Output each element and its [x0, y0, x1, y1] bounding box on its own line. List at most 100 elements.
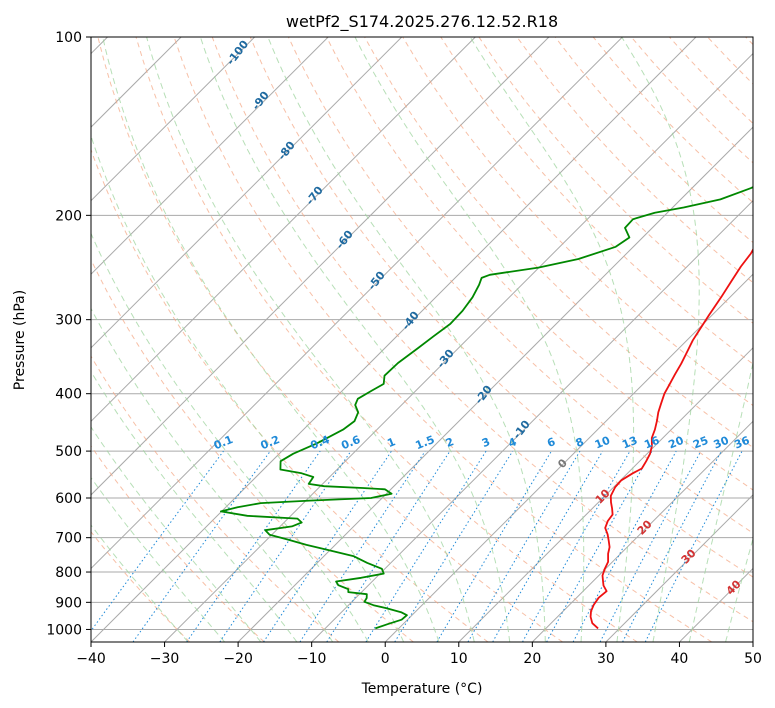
- mixing-ratio-label: 0.4: [309, 433, 332, 452]
- isotherm-line: [91, 37, 476, 423]
- moist-adiabat-line: [102, 37, 440, 642]
- plot-frame: [90, 36, 754, 643]
- x-axis: −40 −30 −20 −10 0 10 20 30 40 50: [76, 642, 762, 667]
- moist-adiabat-line: [91, 476, 225, 642]
- dry-adiabat-line: [97, 37, 563, 642]
- isotherm-line: [458, 347, 753, 642]
- dry-adiabat-label: -100: [224, 38, 251, 68]
- mixing-ratio-labels: 0.1 0.2 0.4 0.6 1 1.5 2 3 4 6 8 10 13 16 20 25 30 36: [212, 433, 752, 452]
- mixing-ratio-line: [186, 450, 321, 642]
- mixing-ratio-label: 20: [667, 434, 686, 452]
- isotherm-line: [164, 52, 753, 642]
- skewed-isotherms: [91, 37, 753, 642]
- moist-adiabat-line: [762, 37, 775, 642]
- x-tick-label: 40: [671, 651, 689, 667]
- x-tick-label: 50: [744, 651, 762, 667]
- mixing-ratio-label: 0.1: [212, 433, 235, 452]
- moist-adiabat-label: 0: [555, 456, 570, 471]
- moist-adiabat-line: [91, 232, 369, 642]
- isotherm-line: [605, 494, 753, 642]
- mixing-ratio-line: [299, 450, 426, 642]
- y-tick-label: 800: [55, 565, 82, 581]
- mixing-ratio-label: 8: [574, 435, 586, 450]
- dry-adiabat-line: [211, 37, 753, 623]
- moist-adiabat-label: 20: [635, 517, 655, 537]
- x-tick-label: −30: [150, 651, 180, 667]
- mixing-ratio-label: 25: [691, 434, 710, 452]
- moist-adiabats: [91, 37, 775, 642]
- chart-title: wetPf2_S174.2025.276.12.52.R18: [286, 12, 558, 32]
- dry-adiabat-line: [91, 355, 340, 642]
- moist-adiabat-label: 10: [593, 486, 613, 506]
- mixing-ratio-line: [522, 450, 631, 642]
- mixing-ratio-line: [263, 450, 392, 642]
- dry-adiabat-label: -80: [275, 139, 298, 163]
- moist-adiabat-line: [621, 37, 700, 642]
- mixing-ratio-line: [599, 450, 702, 642]
- mixing-ratio-label: 13: [620, 434, 639, 452]
- mixing-ratio-line: [572, 450, 677, 642]
- moist-adiabat-line: [146, 37, 475, 642]
- isotherm-line: [91, 37, 623, 570]
- dry-adiabat-line: [707, 37, 753, 85]
- mixing-ratio-line: [365, 450, 487, 642]
- moist-adiabat-line: [91, 426, 262, 642]
- y-tick-label: 300: [55, 313, 82, 329]
- mixing-ratio-label: 36: [732, 434, 751, 452]
- x-tick-label: −20: [223, 651, 253, 667]
- mixing-ratio-label: 3: [480, 435, 492, 450]
- mixing-ratio-line: [326, 450, 451, 642]
- y-tick-label: 1000: [46, 622, 82, 638]
- mixing-ratio-line: [91, 450, 224, 632]
- plot-area: [91, 37, 775, 642]
- isobar-gridlines: [91, 37, 753, 630]
- dry-adiabat-label: -90: [249, 89, 272, 113]
- moist-adiabat-line: [91, 307, 334, 642]
- dry-adiabat-label: -40: [399, 309, 422, 333]
- mixing-ratio-line: [219, 450, 352, 642]
- dry-adiabat-label: -70: [303, 184, 326, 208]
- dry-adiabat-line: [173, 37, 713, 642]
- y-tick-label: 700: [55, 531, 82, 547]
- isotherm-line: [91, 37, 256, 202]
- dry-adiabat-label: -20: [472, 383, 495, 407]
- temperature-profile-line: [589, 247, 753, 630]
- x-tick-label: −10: [297, 651, 327, 667]
- mixing-ratio-label: 0.6: [339, 433, 362, 452]
- isotherm-line: [384, 273, 753, 642]
- mixing-ratio-label: 30: [712, 434, 731, 452]
- sounding-profiles: [219, 186, 753, 630]
- dry-adiabat-labels: -100-90-80-70-60-50-40-30-20-10: [224, 38, 533, 442]
- isotherm-line: [311, 199, 753, 642]
- dry-adiabat-line: [287, 37, 753, 534]
- mixing-ratio-label: 1: [385, 435, 397, 450]
- dry-adiabat-line: [91, 531, 191, 642]
- dry-adiabat-label: -30: [434, 347, 457, 371]
- dry-adiabat-line: [249, 37, 753, 578]
- moist-adiabat-label: 30: [679, 546, 699, 566]
- dry-adiabat-line: [402, 37, 753, 407]
- mixing-ratio-label: 1.5: [414, 433, 437, 452]
- x-tick-label: 0: [381, 651, 390, 667]
- dry-adiabat-line: [91, 445, 265, 642]
- dry-adiabat-label: -50: [365, 269, 388, 293]
- moist-adiabat-line: [688, 360, 753, 642]
- mixing-ratio-label: 10: [593, 434, 612, 452]
- y-tick-label: 200: [55, 208, 82, 224]
- dry-adiabat-label: -60: [333, 228, 356, 252]
- mixing-ratio-lines: [91, 450, 743, 642]
- y-tick-label: 400: [55, 387, 82, 403]
- isotherm-line: [91, 37, 550, 496]
- y-axis-label: Pressure (hPa): [12, 290, 28, 390]
- mixing-ratio-label: 16: [642, 434, 661, 452]
- x-axis-label: Temperature (°C): [361, 681, 483, 697]
- x-tick-label: 30: [597, 651, 615, 667]
- y-tick-label: 100: [55, 30, 82, 46]
- y-tick-label: 900: [55, 595, 82, 611]
- y-tick-label: 600: [55, 491, 82, 507]
- moist-adiabat-line: [199, 37, 511, 642]
- x-tick-label: −40: [76, 651, 106, 667]
- isotherm-line: [91, 37, 329, 275]
- mixing-ratio-line: [436, 450, 552, 642]
